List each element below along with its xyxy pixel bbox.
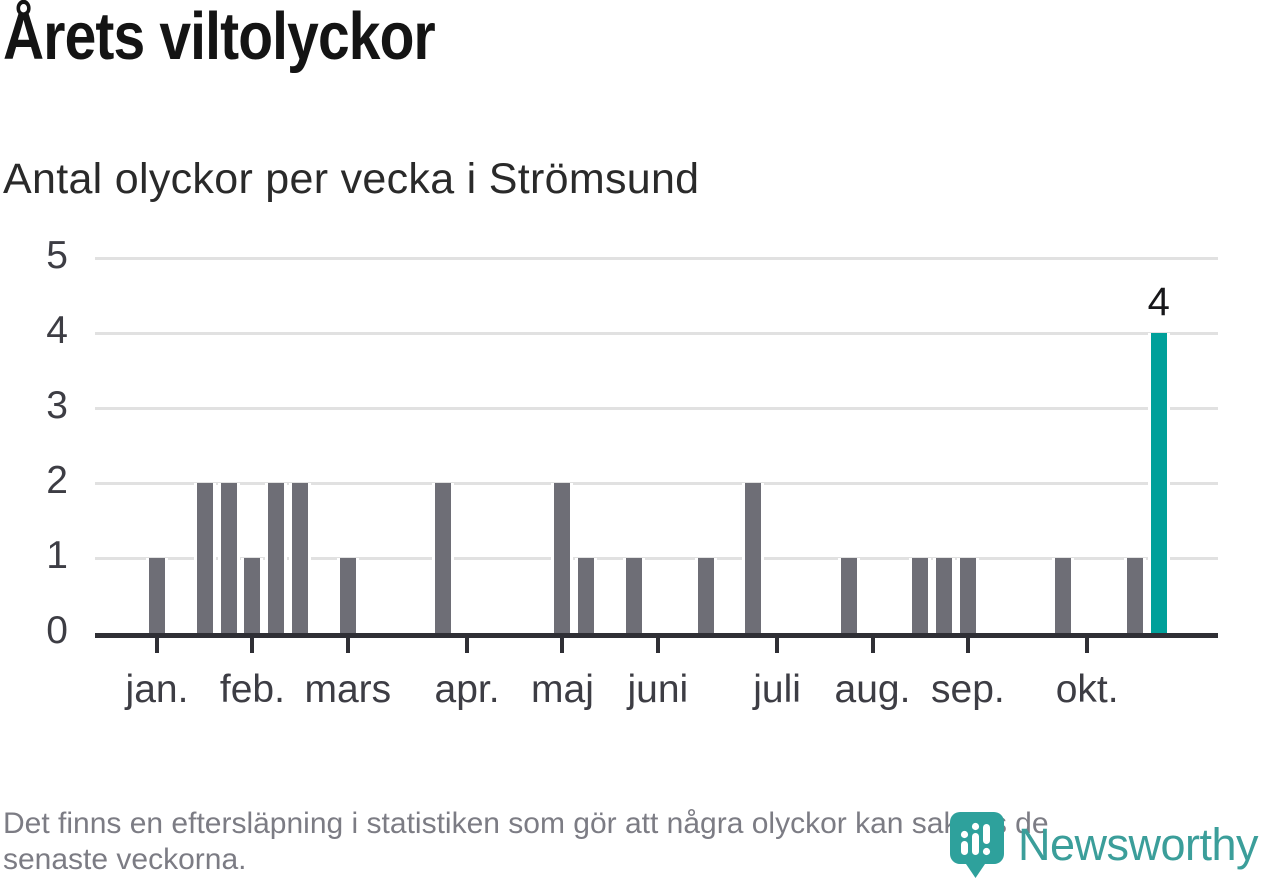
gridline-y-4 [95, 332, 1218, 335]
bar-week-33 [912, 558, 929, 633]
footnote: Det finns en eftersläpning i statistiken… [3, 806, 1049, 878]
x-label-okt: okt. [1055, 668, 1119, 711]
x-tick-sep [965, 638, 970, 653]
x-label-mars: mars [304, 668, 392, 711]
bar-week-35 [959, 558, 976, 633]
x-tick-jan [155, 638, 159, 653]
x-label-apr: apr. [434, 668, 500, 711]
x-tick-feb [250, 638, 255, 653]
bar-week-42 [1126, 558, 1143, 633]
y-tick-label-4: 4 [46, 309, 68, 352]
gridline-y-2 [95, 482, 1218, 485]
bar-week-30 [840, 558, 857, 633]
bar-week-7 [292, 483, 309, 633]
chart-subtitle: Antal olyckor per vecka i Strömsund [3, 155, 700, 203]
bar-week-18 [554, 483, 571, 633]
gridline-y-1 [95, 557, 1218, 560]
x-tick-okt [1085, 638, 1090, 653]
x-tick-maj [560, 638, 565, 653]
x-tick-juni [655, 638, 660, 653]
newsworthy-wordmark: Newsworthy [1018, 819, 1259, 870]
chart-title: Årets viltolyckor [3, 0, 436, 74]
bar-week-4 [220, 483, 237, 633]
newsworthy-pin-barchart-icon [950, 812, 1004, 878]
gridline-y-3 [95, 407, 1218, 410]
y-tick-label-5: 5 [46, 234, 68, 277]
bar-week-3 [196, 483, 213, 633]
bar-week-9 [339, 558, 356, 633]
x-tick-mars [345, 638, 350, 653]
bar-week-13 [435, 483, 452, 633]
x-tick-apr [465, 638, 470, 653]
x-tick-juli [775, 638, 780, 653]
y-tick-label-3: 3 [46, 384, 68, 427]
x-label-jan: jan. [125, 668, 189, 711]
y-tick-label-1: 1 [46, 534, 68, 577]
footnote-line-2: senaste veckorna. [3, 843, 247, 876]
footnote-line-1: Det finns en eftersläpning i statistiken… [3, 807, 1049, 840]
x-label-feb: feb. [219, 668, 285, 711]
x-label-juli: juli [753, 668, 801, 711]
x-tick-aug [870, 638, 875, 653]
bar-week-5 [244, 558, 261, 633]
bar-week-19 [578, 558, 595, 633]
x-label-juni: juni [627, 668, 689, 711]
x-label-aug: aug. [834, 668, 911, 711]
bar-week-26 [745, 483, 762, 633]
y-tick-label-0: 0 [46, 609, 68, 652]
bar-week-21 [626, 558, 642, 633]
bar-week-39 [1055, 558, 1072, 633]
highlight-value-label: 4 [1147, 280, 1170, 324]
bar-week-6 [268, 483, 285, 633]
bar-week-24 [697, 558, 714, 633]
x-label-maj: maj [531, 668, 594, 711]
highlighted-bar-week-43 [1150, 333, 1167, 633]
gridline-y-5 [95, 257, 1218, 260]
x-axis-line [95, 633, 1218, 638]
y-tick-label-2: 2 [46, 459, 68, 502]
newsworthy-logo: Newsworthy [950, 810, 1262, 879]
x-label-sep: sep. [931, 668, 1005, 711]
bar-week-1 [149, 558, 165, 633]
bar-week-34 [936, 558, 953, 633]
